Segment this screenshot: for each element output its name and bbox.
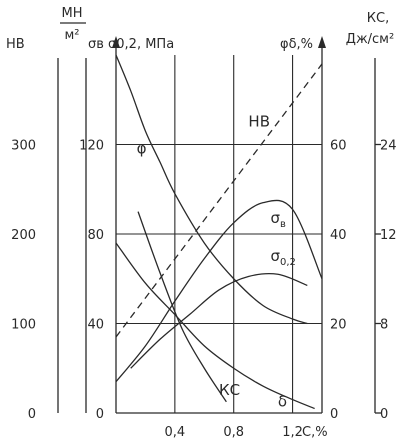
x-tick-label: 1,2 [282, 425, 303, 440]
series-label: φ [137, 139, 147, 157]
axes [57, 22, 381, 414]
series-label: σв [271, 209, 287, 230]
x-tick-label: 0,8 [223, 425, 244, 440]
hb-axis-label: HB [6, 37, 25, 52]
series-line-HB [115, 63, 323, 338]
mn-tick-label: 80 [87, 228, 104, 243]
phi-delta-tick-label: 0 [330, 407, 338, 422]
mn-tick-label: 120 [79, 139, 104, 154]
kc-axis-label-top: КС, [367, 11, 389, 26]
grid [116, 55, 322, 413]
kc-tick-label: 12 [380, 228, 397, 243]
kc-tick-label: 0 [380, 407, 388, 422]
series-line-series [137, 211, 227, 403]
hb-tick-label: 100 [11, 318, 36, 333]
mn-tick-label: 40 [87, 318, 104, 333]
phi-delta-axis-arrow [318, 36, 326, 48]
series [115, 54, 323, 410]
kc-axis-label-bottom: Дж/см² [346, 32, 394, 47]
series-line-series [115, 242, 315, 410]
x-tick-label: 0,4 [165, 425, 186, 440]
series-line-series [115, 54, 308, 325]
sigma-axis-label: σв σ0,2, МПа [88, 37, 174, 52]
series-line-series [115, 199, 323, 383]
series-label: HB [248, 113, 270, 131]
mn-axis-label-top: МН [62, 6, 83, 21]
series-label: σ0,2 [271, 247, 296, 268]
phi-delta-tick-label: 40 [330, 228, 347, 243]
phi-delta-axis-label: φδ,% [280, 37, 313, 52]
mn-axis-label-bottom: м² [64, 28, 79, 43]
mn-tick-label: 0 [96, 407, 104, 422]
sigma-axis-arrow [112, 36, 120, 48]
hb-tick-label: 300 [11, 139, 36, 154]
hb-tick-label: 0 [28, 407, 36, 422]
series-label: КС [219, 381, 240, 399]
phi-delta-tick-label: 20 [330, 318, 347, 333]
series-line-02 [130, 272, 308, 369]
kc-tick-label: 24 [380, 139, 397, 154]
x-axis-label: C,% [302, 425, 328, 440]
kc-tick-label: 8 [380, 318, 388, 333]
phi-delta-tick-label: 60 [330, 139, 347, 154]
series-label: δ [278, 392, 287, 410]
hb-tick-label: 200 [11, 228, 36, 243]
